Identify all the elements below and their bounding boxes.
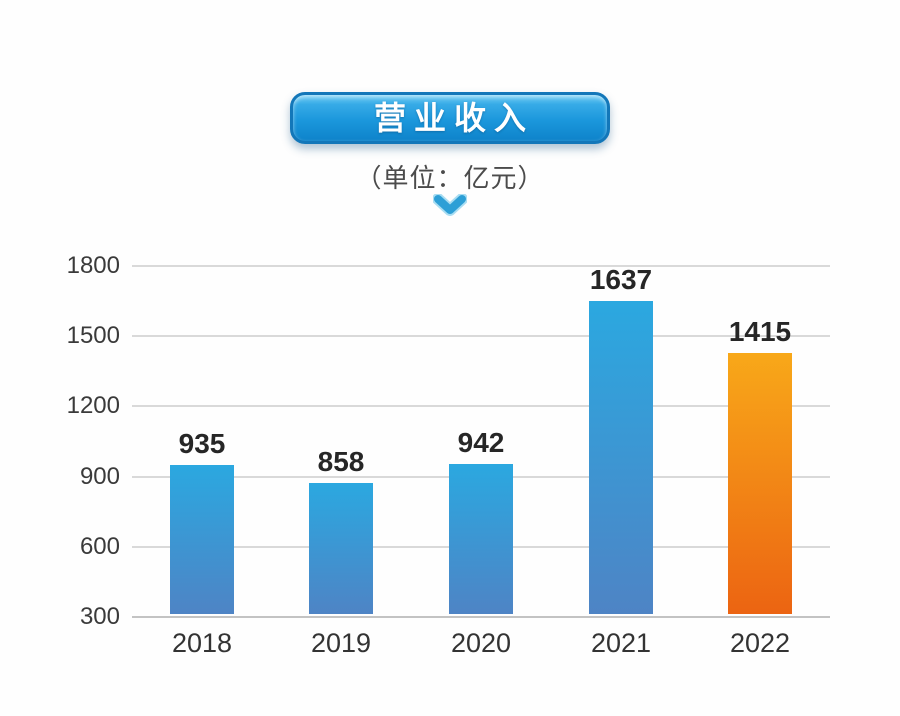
xtick-2019: 2019 — [310, 628, 372, 658]
bar-2019 — [309, 483, 373, 614]
gridline-1800 — [132, 265, 830, 267]
bar-group-2019: 858 — [309, 448, 373, 614]
bar-value-label: 1415 — [728, 316, 792, 347]
ytick-300: 300 — [79, 603, 120, 630]
bar-group-2021: 1637 — [589, 266, 653, 614]
bar-value-label: 858 — [317, 446, 365, 477]
gridline-1200 — [132, 405, 830, 407]
x-axis-baseline — [132, 616, 830, 618]
bar-2018 — [170, 465, 234, 614]
xtick-2022: 2022 — [729, 628, 791, 658]
bar-group-2022: 1415 — [728, 318, 792, 614]
bar-group-2018: 935 — [170, 430, 234, 614]
ytick-1200: 1200 — [66, 392, 120, 419]
bar-value-label: 1637 — [589, 264, 653, 295]
ytick-900: 900 — [79, 463, 120, 490]
unit-label: （单位：亿元） — [355, 163, 545, 193]
bar-2020 — [449, 464, 513, 614]
ytick-1500: 1500 — [66, 322, 120, 349]
bar-group-2020: 942 — [449, 429, 513, 614]
chevron-down-icon — [432, 193, 468, 218]
bar-value-label: 935 — [178, 428, 226, 459]
page-title: 营业收入 — [373, 100, 534, 136]
title-banner: 营业收入 — [290, 92, 610, 144]
bar-2021 — [589, 301, 653, 614]
ytick-600: 600 — [79, 533, 120, 560]
xtick-2018: 2018 — [171, 628, 233, 658]
ytick-1800: 1800 — [66, 252, 120, 279]
bar-chart: 935 858 942 1637 1415 — [132, 265, 830, 618]
bar-2022 — [728, 353, 792, 614]
bar-value-label: 942 — [457, 427, 505, 458]
gridline-1500 — [132, 335, 830, 337]
xtick-2020: 2020 — [450, 628, 512, 658]
xtick-2021: 2021 — [590, 628, 652, 658]
